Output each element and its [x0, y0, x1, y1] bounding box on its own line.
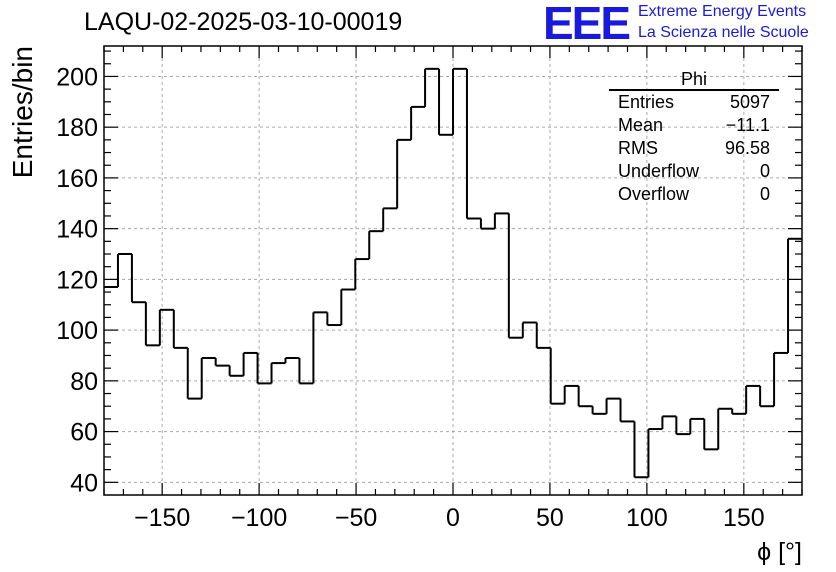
x-tick-label: 0 [446, 504, 460, 532]
chart-title: LAQU-02-2025-03-10-00019 [84, 8, 403, 36]
stats-row-mean: Mean −11.1 [609, 114, 779, 137]
x-tick-label: 150 [723, 504, 765, 532]
stats-label: Underflow [618, 161, 700, 181]
y-tick-label: 40 [70, 469, 98, 497]
stats-row-underflow: Underflow 0 [609, 160, 779, 183]
y-tick-label: 100 [56, 317, 98, 345]
stats-label: Mean [618, 115, 664, 135]
logo-caption-line2: La Scienza nelle Scuole [638, 24, 809, 41]
y-tick-label: 200 [56, 63, 98, 91]
logo-caption-line1: Extreme Energy Events [638, 3, 807, 20]
stats-label: Overflow [618, 184, 690, 204]
y-tick-label: 60 [70, 419, 98, 447]
stats-label: Entries [618, 92, 675, 112]
stats-box: Phi Entries 5097 Mean −11.1 RMS 96.58 Un… [609, 70, 779, 206]
stats-value: 0 [759, 161, 770, 181]
stats-value: −11.1 [725, 115, 770, 135]
x-tick-label: −100 [231, 504, 287, 532]
stats-title: Phi [609, 70, 779, 91]
y-tick-label: 140 [56, 216, 98, 244]
x-tick-label: −150 [134, 504, 190, 532]
stats-value: 96.58 [724, 138, 770, 158]
stats-value: 0 [759, 184, 770, 204]
y-tick-label: 160 [56, 165, 98, 193]
stats-row-overflow: Overflow 0 [609, 183, 779, 206]
y-tick-label: 180 [56, 114, 98, 142]
stats-label: RMS [618, 138, 658, 158]
y-axis-label: Entries/bin [7, 46, 38, 178]
stats-value: 5097 [729, 92, 770, 112]
eee-logo: EEE [543, 0, 631, 49]
y-tick-label: 80 [70, 368, 98, 396]
stats-row-entries: Entries 5097 [609, 91, 779, 114]
x-axis-label: ϕ [°] [757, 538, 802, 566]
x-tick-label: 100 [626, 504, 668, 532]
x-tick-label: −50 [335, 504, 377, 532]
x-tick-label: 50 [536, 504, 564, 532]
stats-row-rms: RMS 96.58 [609, 137, 779, 160]
y-tick-label: 120 [56, 266, 98, 294]
